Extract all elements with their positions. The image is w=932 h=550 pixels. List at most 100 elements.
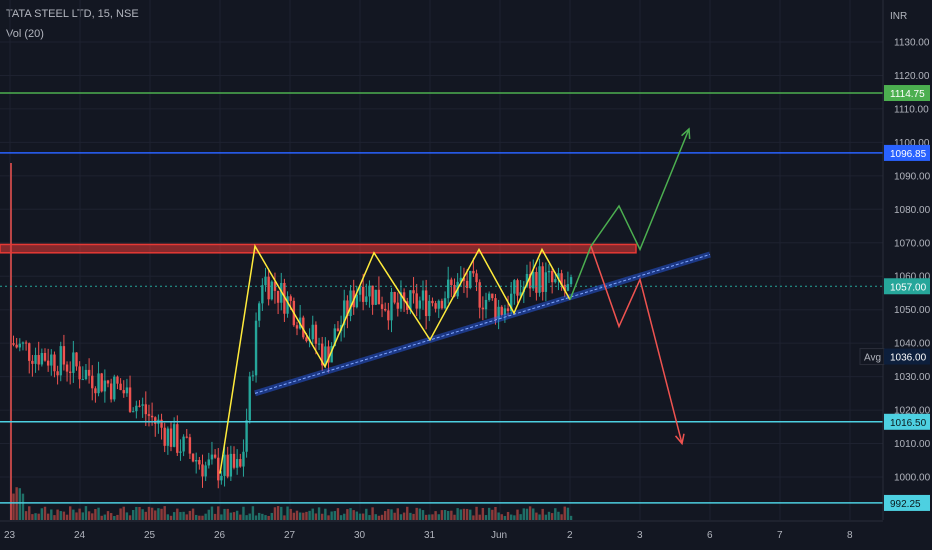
candle-body xyxy=(475,273,478,283)
volume-bar xyxy=(106,511,110,520)
volume-bar xyxy=(563,506,566,520)
candle-body xyxy=(15,344,18,348)
time-tick-label: 24 xyxy=(74,530,86,541)
bearish-projection[interactable] xyxy=(590,245,683,444)
candle-body xyxy=(239,459,242,467)
pattern-zigzag[interactable] xyxy=(219,243,571,474)
volume-bar xyxy=(380,514,384,520)
candle-body xyxy=(459,277,462,282)
candle-body xyxy=(226,454,229,477)
candle-body xyxy=(65,364,69,372)
volume-bar xyxy=(50,509,53,520)
candle-body xyxy=(198,459,201,465)
candle-body xyxy=(380,304,384,309)
candle-body xyxy=(12,343,15,345)
candle-body xyxy=(528,274,532,289)
candle-body xyxy=(273,281,277,291)
volume-bar xyxy=(163,506,166,520)
candle-body xyxy=(147,414,151,416)
candle-body xyxy=(330,345,333,363)
time-tick-label: 7 xyxy=(777,530,783,541)
resistance-zone[interactable] xyxy=(0,243,637,254)
volume-bar xyxy=(305,511,308,520)
price-tick-label: 1100.00 xyxy=(894,138,930,149)
volume-bar xyxy=(213,513,217,520)
volume-bar xyxy=(487,507,491,520)
volume-bar xyxy=(365,508,368,520)
candle-body xyxy=(510,293,513,312)
volume-bar xyxy=(169,515,173,520)
price-tick-label: 1070.00 xyxy=(894,238,931,249)
volume-bar xyxy=(447,510,450,520)
candle-body xyxy=(462,277,466,281)
candle-body xyxy=(333,328,336,346)
candle-body xyxy=(487,293,491,300)
candle-body xyxy=(270,281,273,300)
volume-bar xyxy=(406,506,409,520)
volume-bar xyxy=(302,512,305,520)
volume-bar xyxy=(141,509,144,520)
candle-body xyxy=(365,296,368,302)
candle-body xyxy=(396,302,399,309)
volume-bar xyxy=(91,513,94,520)
volume-bar xyxy=(506,511,510,520)
candle-body xyxy=(81,379,84,381)
volume-bar xyxy=(311,508,314,520)
candle-body xyxy=(213,454,217,458)
volume-bar xyxy=(160,508,163,520)
volume-bar xyxy=(119,508,122,520)
bullish-projection[interactable] xyxy=(569,128,690,300)
candle-body xyxy=(412,290,415,294)
candle-body xyxy=(34,355,37,364)
volume-bar xyxy=(34,513,37,520)
volume-bar xyxy=(138,507,141,520)
volume-bar xyxy=(232,512,236,520)
candle-body xyxy=(50,354,53,366)
candle-body xyxy=(289,296,292,301)
candle-body xyxy=(210,454,214,460)
candle-body xyxy=(245,420,248,452)
volume-bar xyxy=(75,512,78,520)
volume-bar xyxy=(198,515,201,520)
candle-body xyxy=(465,280,469,288)
volume-bar xyxy=(324,508,327,520)
candle-body xyxy=(286,296,289,314)
candle-body xyxy=(481,307,485,310)
candle-body xyxy=(538,266,541,293)
volume-bar xyxy=(113,515,116,520)
volume-bar xyxy=(125,512,129,520)
volume-bar xyxy=(239,514,242,520)
candle-body xyxy=(472,270,475,274)
candle-body xyxy=(75,352,78,367)
time-tick-label: 2 xyxy=(567,530,573,541)
time-tick-label: 26 xyxy=(214,530,226,541)
bull-arrow-head-icon xyxy=(681,127,691,140)
volume-bar xyxy=(459,509,462,520)
candle-body xyxy=(506,308,510,312)
volume-bar xyxy=(421,510,425,520)
candle-body xyxy=(525,274,529,287)
volume-bar xyxy=(289,508,292,520)
candle-body xyxy=(163,427,166,446)
candle-body xyxy=(248,376,251,421)
volume-bar xyxy=(267,515,270,520)
volume-bar xyxy=(569,515,573,520)
candle-body xyxy=(172,424,176,447)
volume-bar xyxy=(516,509,519,520)
volume-bar xyxy=(327,515,330,520)
candle-body xyxy=(355,294,359,308)
volume-bar xyxy=(349,508,352,520)
candle-body xyxy=(478,282,481,308)
volume-bar xyxy=(276,506,280,520)
volume-bar xyxy=(264,515,267,520)
volume-bar xyxy=(469,509,472,520)
candle-body xyxy=(469,270,472,288)
volume-bar xyxy=(494,506,497,520)
candle-body xyxy=(195,459,198,462)
volume-bar xyxy=(532,508,535,520)
candle-body xyxy=(532,271,535,289)
volume-bar xyxy=(62,511,66,520)
candle-body xyxy=(384,308,387,311)
volume-bar xyxy=(377,515,381,520)
